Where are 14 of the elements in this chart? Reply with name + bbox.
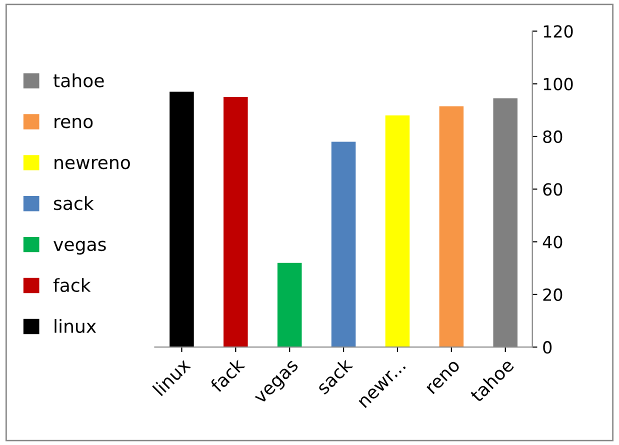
legend-label: sack	[54, 196, 94, 210]
y-tick-label: 40	[542, 236, 562, 248]
legend-label: tahoe	[54, 73, 104, 88]
legend-label: newreno	[54, 158, 130, 170]
y-tick-label: 20	[543, 288, 562, 302]
y-tick-label: 60	[543, 183, 562, 196]
legend-label: fack	[53, 278, 91, 292]
y-tick-label: 100	[544, 78, 573, 90]
y-tick-label: 80	[543, 130, 562, 144]
y-tick-label: 120	[544, 25, 573, 38]
y-tick-label: 0	[543, 341, 552, 354]
legend-label: linux	[54, 319, 96, 333]
legend-label: reno	[54, 118, 93, 128]
legend-label: vegas	[54, 240, 106, 255]
